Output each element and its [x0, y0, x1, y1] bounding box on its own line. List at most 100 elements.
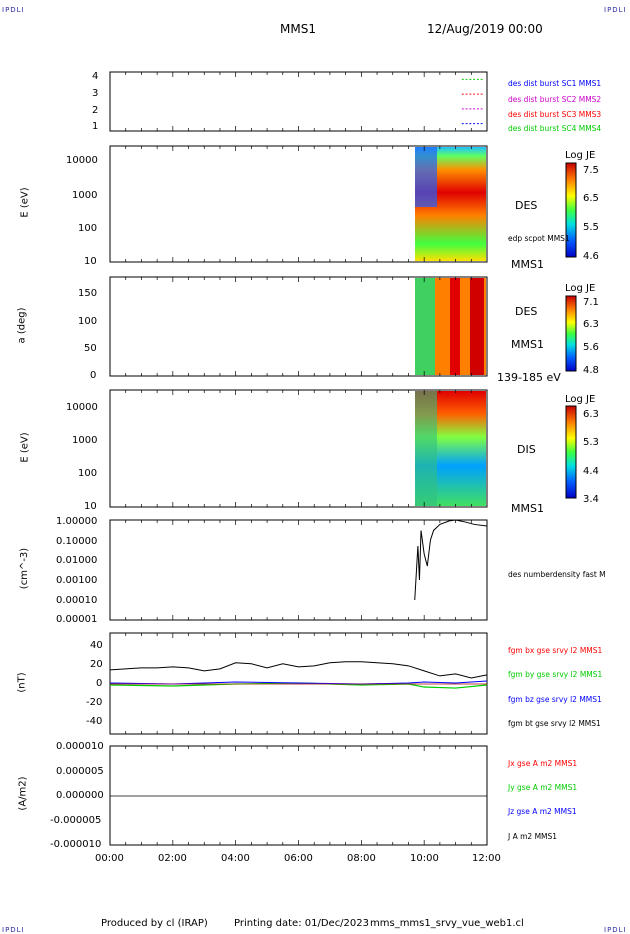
corner-label-top-right: IPDLI [604, 6, 627, 14]
bfield-by-line [109, 682, 488, 689]
bfield-ytick-m20: -20 [86, 697, 103, 708]
bfield-legend-bz: fgm bz gse srvy l2 MMS1 [508, 695, 602, 704]
bfield-ytick-0: 0 [96, 678, 103, 689]
bfield-ylabel: (nT) [16, 672, 28, 693]
dis-energy-cbar-tick-2: 5.3 [583, 437, 599, 448]
des-energy-ytick-100: 100 [78, 223, 98, 234]
des-pitch-cbar-tick-4: 4.8 [583, 365, 599, 376]
des-pitch-hot-band-1 [450, 278, 460, 375]
current-legend-jy: Jy gse A m2 MMS1 [508, 783, 578, 792]
des-pitch-cbar-tick-2: 6.3 [583, 319, 599, 330]
des-energy-ytick-1000: 1000 [72, 190, 98, 201]
bfield-ytick-40: 40 [90, 640, 103, 651]
panel-density-frame [109, 519, 488, 621]
datetime-title: 12/Aug/2019 00:00 [427, 22, 543, 36]
spacecraft-title: MMS1 [280, 22, 316, 36]
xtick-0000: 00:00 [95, 853, 124, 864]
des-energy-cbar-tick-2: 6.5 [583, 193, 599, 204]
dis-energy-cbar-tick-3: 4.4 [583, 466, 599, 477]
des-energy-early-burst [415, 147, 437, 207]
bfield-legend-by: fgm by gse srvy l2 MMS1 [508, 670, 603, 679]
des-energy-below-label: MMS1 [511, 258, 544, 271]
footer-printing-date: Printing date: 01/Dec/2023 [234, 918, 370, 929]
xtick-0400: 04:00 [221, 853, 250, 864]
des-pitch-ytick-100: 100 [78, 316, 98, 327]
bfield-ytick-20: 20 [90, 659, 103, 670]
dis-energy-cbar-tick-1: 6.3 [583, 409, 599, 420]
des-pitch-ytick-0: 0 [90, 370, 97, 381]
dis-energy-right-label: DIS [517, 443, 536, 456]
dist-legend-sc2: des dist burst SC2 MMS2 [508, 95, 602, 104]
density-legend: des numberdensity fast M [508, 570, 606, 579]
density-ylabel: (cm^-3) [19, 547, 31, 590]
bfield-bt-line [109, 661, 488, 679]
des-pitch-hot-band-2 [470, 278, 484, 375]
current-ytick-4: -0.000005 [50, 815, 102, 826]
corner-label-bottom-right: IPDLI [604, 926, 627, 934]
dist-legend-sc1: des dist burst SC1 MMS1 [508, 79, 602, 88]
dis-energy-colorbar [565, 405, 577, 499]
panel-current-frame [109, 745, 488, 846]
des-energy-ytick-10000: 10000 [66, 155, 98, 166]
dis-energy-below-label: MMS1 [511, 502, 544, 515]
current-ytick-5: -0.000010 [50, 839, 102, 850]
des-pitch-ytick-50: 50 [84, 343, 97, 354]
des-pitch-colorbar-title: Log JE [565, 283, 596, 294]
des-energy-cbar-tick-4: 4.6 [583, 251, 599, 262]
density-ytick-6: 0.00001 [56, 614, 98, 625]
des-pitch-ytick-150: 150 [78, 288, 98, 299]
dis-energy-early-burst [415, 391, 437, 506]
density-ytick-5: 0.00010 [56, 595, 98, 606]
xtick-0800: 08:00 [347, 853, 376, 864]
density-ytick-4: 0.00100 [56, 575, 98, 586]
dist-legend-sc3: des dist burst SC3 MMS3 [508, 110, 602, 119]
des-pitch-early-burst [415, 278, 435, 375]
des-pitch-right-label: DES [515, 305, 538, 318]
corner-label-bottom-left: IPDLI [2, 926, 25, 934]
dis-energy-cbar-tick-4: 3.4 [583, 494, 599, 505]
xtick-0600: 06:00 [284, 853, 313, 864]
footer-produced-by: Produced by cl (IRAP) [101, 918, 208, 929]
dis-energy-ylabel: E (eV) [19, 432, 31, 463]
dis-energy-ytick-10000: 10000 [66, 402, 98, 413]
des-pitch-ylabel: a (deg) [16, 307, 28, 344]
des-energy-cbar-tick-3: 5.5 [583, 222, 599, 233]
dist-legend-sc4: des dist burst SC4 MMS4 [508, 124, 602, 133]
des-energy-cbar-tick-1: 7.5 [583, 165, 599, 176]
current-ylabel: (A/m2) [17, 776, 29, 811]
dist-ytick-1: 1 [92, 121, 99, 132]
des-pitch-cbar-tick-3: 5.6 [583, 342, 599, 353]
des-energy-ylabel: E (eV) [19, 187, 31, 218]
des-energy-colorbar [565, 162, 577, 258]
des-energy-colorbar-title: Log JE [565, 150, 596, 161]
des-pitch-cbar-tick-1: 7.1 [583, 297, 599, 308]
corner-label-top-left: IPDLI [2, 6, 25, 14]
density-ytick-2: 0.10000 [56, 536, 98, 547]
des-pitch-right-label2: MMS1 [511, 338, 544, 351]
des-energy-ytick-10: 10 [84, 256, 97, 267]
dis-energy-ytick-100: 100 [78, 468, 98, 479]
des-energy-right-label: DES [515, 199, 538, 212]
current-ytick-1: 0.000010 [56, 741, 104, 752]
bfield-legend-bt: fgm bt gse srvy l2 MMS1 [508, 719, 601, 728]
current-legend-jx: Jx gse A m2 MMS1 [508, 759, 578, 768]
dis-energy-colorbar-title: Log JE [565, 394, 596, 405]
density-ytick-1: 1.00000 [56, 516, 98, 527]
des-pitch-colorbar [565, 295, 577, 372]
current-ytick-2: 0.000005 [56, 766, 104, 777]
xtick-1200: 12:00 [472, 853, 501, 864]
dist-ytick-3: 3 [92, 88, 99, 99]
density-ytick-3: 0.01000 [56, 555, 98, 566]
bfield-ytick-m40: -40 [86, 716, 103, 727]
density-line [414, 519, 488, 601]
current-legend-jz: Jz gse A m2 MMS1 [508, 807, 577, 816]
dis-energy-ytick-10: 10 [84, 501, 97, 512]
dist-ytick-2: 2 [92, 105, 99, 116]
xtick-0200: 02:00 [158, 853, 187, 864]
bfield-legend-bx: fgm bx gse srvy l2 MMS1 [508, 646, 603, 655]
des-pitch-below-label: 139-185 eV [497, 371, 561, 384]
panel-dist-frame [109, 71, 488, 132]
dist-ytick-4: 4 [92, 71, 99, 82]
footer-filename: mms_mms1_srvy_vue_web1.cl [370, 918, 524, 929]
